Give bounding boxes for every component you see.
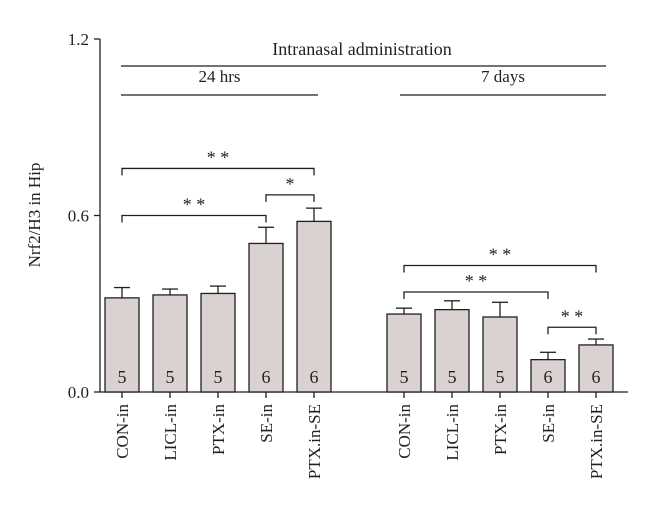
x-tick-label: LICL-in: [443, 404, 462, 461]
x-tick-label: PTX.in-SE: [587, 404, 606, 479]
sample-size-label: 5: [214, 367, 223, 387]
bracket-line: [121, 214, 267, 223]
x-tick-label: PTX.in-SE: [305, 404, 324, 479]
significance-label: * *: [183, 195, 206, 215]
x-tick-label: PTX-in: [491, 404, 510, 456]
bracket-line: [121, 167, 315, 176]
y-tick-label: 0.0: [68, 383, 89, 402]
sample-size-label: 6: [592, 367, 601, 387]
significance-label: *: [286, 174, 295, 194]
y-axis-label: Nrf2/H3 in Hip: [25, 163, 44, 268]
bar: [248, 242, 284, 393]
x-tick-label: CON-in: [113, 404, 132, 459]
sample-size-label: 6: [262, 367, 271, 387]
x-tick-label: PTX-in: [209, 404, 228, 456]
bar: [434, 308, 470, 393]
significance-label: * *: [561, 306, 584, 326]
x-tick-label: SE-in: [257, 404, 276, 443]
sample-size-label: 5: [166, 367, 175, 387]
sample-size-label: 5: [448, 367, 457, 387]
significance-label: * *: [465, 271, 488, 291]
plot-area: 24 hrs 5 CON-in 5 LICL-in 5 PTX-in 6 SE-in 6 PTX.i…: [104, 67, 614, 479]
significance-bracket: * *: [403, 271, 549, 299]
group-label: 7 days: [481, 67, 525, 86]
bracket-line: [547, 326, 597, 335]
significance-bracket: * *: [403, 245, 597, 273]
y-ticks: 0.0 0.6 1.2: [68, 30, 100, 402]
significance-label: * *: [489, 245, 512, 265]
bar: [296, 220, 332, 393]
significance-label: * *: [207, 147, 230, 167]
sample-size-label: 5: [118, 367, 127, 387]
bar: [578, 344, 614, 393]
x-tick-label: SE-in: [539, 404, 558, 443]
sample-size-label: 6: [310, 367, 319, 387]
x-tick-label: CON-in: [395, 404, 414, 459]
bar: [482, 316, 518, 393]
bar-group: 7 days 5 CON-in 5 LICL-in 5 PTX-in 6 SE-in 6 PTX.i…: [386, 67, 614, 479]
sample-size-label: 5: [400, 367, 409, 387]
bracket-line: [403, 264, 597, 273]
x-tick-label: LICL-in: [161, 404, 180, 461]
sample-size-label: 6: [544, 367, 553, 387]
bar: [104, 297, 140, 393]
chart-title: Intranasal administration: [272, 39, 451, 59]
bar: [200, 292, 236, 393]
significance-bracket: * *: [121, 147, 315, 176]
bar: [152, 294, 188, 393]
group-label: 24 hrs: [198, 67, 240, 86]
sample-size-label: 5: [496, 367, 505, 387]
y-tick-label: 0.6: [68, 207, 89, 226]
y-tick-label: 1.2: [68, 30, 89, 49]
significance-bracket: *: [265, 174, 315, 202]
bar: [530, 358, 566, 393]
bar-group: 24 hrs 5 CON-in 5 LICL-in 5 PTX-in 6 SE-in 6 PTX.i…: [104, 67, 332, 479]
bracket-line: [265, 194, 315, 202]
bar: [386, 313, 422, 393]
group-header: Intranasal administration: [121, 39, 606, 67]
bracket-line: [403, 291, 549, 299]
significance-bracket: * *: [547, 306, 597, 335]
significance-bracket: * *: [121, 195, 267, 223]
